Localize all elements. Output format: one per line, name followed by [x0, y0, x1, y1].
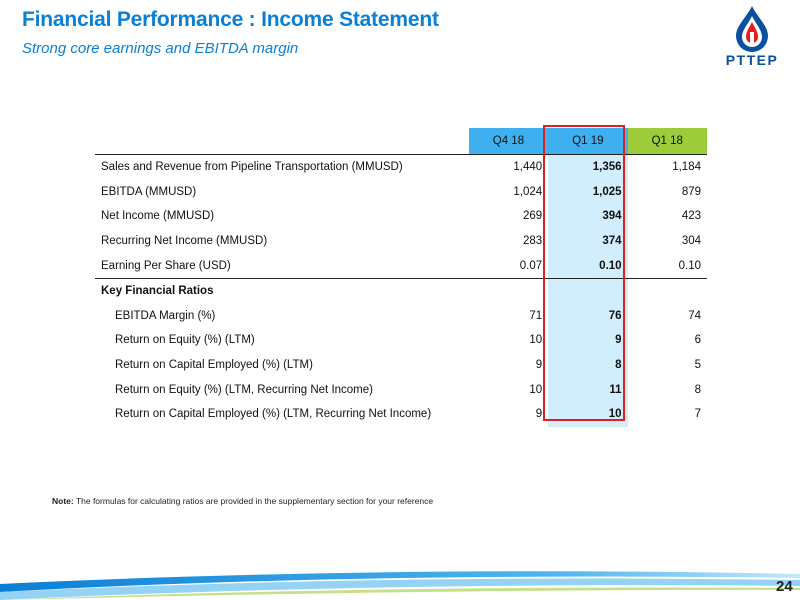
cell-q1-18: 5: [694, 359, 701, 372]
column-header-q4-18: Q4 18: [468, 128, 549, 155]
cell-q4-18: 9: [535, 408, 543, 421]
cell-q1-19: 1,025: [548, 179, 628, 205]
cell-q4-18: 10: [529, 334, 543, 347]
company-logo: PTTEP: [712, 4, 792, 74]
income-statement-table: Q4 18 Q1 19 Q1 18 Sales and Revenue from…: [95, 128, 707, 427]
cell-q1-19: 1,356: [548, 154, 628, 180]
table-row: Sales and Revenue from Pipeline Transpor…: [95, 154, 707, 180]
cell-q4-18: 10: [529, 383, 543, 396]
row-label: Recurring Net Income (MMUSD): [101, 235, 268, 248]
section-title: Key Financial Ratios: [101, 285, 214, 298]
empty-cell: [469, 278, 548, 303]
cell-q1-19: 0.10: [548, 253, 628, 279]
cell-q1-18: 0.10: [627, 253, 707, 279]
footnote-prefix: Note:: [52, 496, 74, 506]
header-blank-cell: [95, 128, 469, 155]
empty-cell: [628, 278, 707, 303]
cell-q1-18: 6: [694, 334, 701, 347]
column-header-q1-18: Q1 18: [627, 128, 707, 155]
table-row: Return on Equity (%) (LTM, Recurring Net…: [95, 377, 707, 402]
cell-q4-18: 269: [522, 210, 543, 223]
page-number: 24: [776, 578, 793, 595]
row-label: Return on Equity (%) (LTM): [115, 334, 255, 347]
table-row: EBITDA Margin (%) 71 76 74: [95, 303, 707, 329]
row-label: EBITDA Margin (%): [115, 309, 216, 322]
section-header-row: Key Financial Ratios: [95, 278, 707, 304]
cell-q4-18: 9: [535, 359, 543, 372]
cell-q1-19: 394: [548, 204, 628, 229]
table-row: Earning Per Share (USD) 0.07 0.10 0.10: [95, 253, 707, 279]
cell-q1-19: 11: [548, 377, 628, 402]
cell-q4-18: 71: [529, 309, 543, 322]
column-header-q1-19: Q1 19: [548, 128, 628, 155]
cell-q1-18: 8: [694, 383, 701, 396]
table-header-row: Q4 18 Q1 19 Q1 18: [95, 128, 707, 155]
cell-q1-19: 10: [548, 401, 628, 427]
row-label: Sales and Revenue from Pipeline Transpor…: [101, 161, 403, 174]
cell-q1-18: 74: [688, 309, 701, 322]
row-label: Net Income (MMUSD): [101, 210, 215, 223]
page-subtitle: Strong core earnings and EBITDA margin: [22, 40, 299, 57]
row-label: Return on Capital Employed (%) (LTM): [115, 359, 313, 372]
table-row: Net Income (MMUSD) 269 394 423: [95, 204, 707, 229]
cell-q1-19: 8: [548, 352, 628, 378]
cell-q1-19: 76: [548, 303, 628, 329]
footer-wave-decoration: [0, 571, 800, 600]
table-row: EBITDA (MMUSD) 1,024 1,025 879: [95, 179, 707, 205]
footnote: Note: The formulas for calculating ratio…: [52, 496, 433, 506]
cell-q4-18: 0.07: [468, 253, 549, 279]
cell-q1-18: 7: [694, 408, 701, 421]
page-title: Financial Performance : Income Statement: [22, 8, 439, 31]
table-row: Return on Capital Employed (%) (LTM, Rec…: [95, 401, 707, 427]
logo-text: PTTEP: [725, 52, 779, 68]
cell-q1-18: 879: [681, 185, 701, 198]
cell-q1-18: 304: [681, 235, 701, 248]
row-label: Earning Per Share (USD): [95, 253, 469, 279]
row-label: Return on Capital Employed (%) (LTM, Rec…: [115, 408, 432, 421]
table-row: Return on Equity (%) (LTM) 10 9 6: [95, 328, 707, 353]
cell-q1-18: 1,184: [672, 161, 701, 174]
cell-q4-18: 1,440: [513, 161, 543, 174]
row-label: EBITDA (MMUSD): [101, 185, 197, 198]
cell-q4-18: 283: [522, 235, 543, 248]
row-label: Return on Equity (%) (LTM, Recurring Net…: [115, 383, 373, 396]
flame-drop-icon: [736, 6, 768, 52]
footnote-text: The formulas for calculating ratios are …: [73, 496, 434, 506]
cell-q1-19: 374: [548, 228, 628, 254]
table-row: Recurring Net Income (MMUSD) 283 374 304: [95, 228, 707, 254]
table-row: Return on Capital Employed (%) (LTM) 9 8…: [95, 352, 707, 378]
cell-q1-19: 9: [548, 328, 628, 353]
empty-cell: [548, 278, 628, 304]
cell-q4-18: 1,024: [513, 185, 543, 198]
cell-q1-18: 423: [681, 210, 701, 223]
